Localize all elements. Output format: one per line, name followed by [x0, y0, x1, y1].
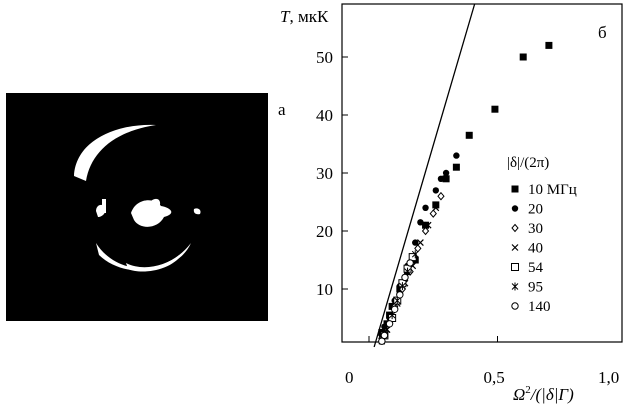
- data-point: [412, 239, 419, 246]
- data-point: [396, 291, 404, 299]
- legend-entry: 140: [528, 299, 551, 315]
- atom-cloud-shapes: [74, 124, 201, 272]
- data-point: [411, 250, 419, 259]
- series-6: [378, 259, 414, 345]
- data-point: [442, 175, 450, 183]
- x-axis-superscript: 2: [525, 384, 531, 396]
- data-point: [388, 311, 396, 320]
- data-point: [401, 273, 409, 282]
- data-point: [399, 282, 406, 291]
- y-tick-label: 40: [316, 106, 333, 125]
- x-axis-rest: /(|δ|Γ): [530, 385, 574, 404]
- data-point: [491, 105, 499, 113]
- data-point: [422, 221, 430, 229]
- data-point: [416, 239, 424, 247]
- data-point: [453, 152, 460, 159]
- data-point: [519, 53, 527, 61]
- x-tick-label: 1,0: [598, 368, 619, 387]
- legend-entry: 54: [528, 260, 544, 276]
- legend-marker: [511, 223, 519, 233]
- legend-marker: [511, 263, 519, 271]
- legend-marker: [511, 302, 519, 310]
- legend-marker: [511, 185, 519, 193]
- legend-entry: 95: [528, 280, 543, 296]
- data-point: [424, 221, 432, 229]
- y-tick-label: 10: [316, 280, 333, 299]
- data-point: [437, 191, 445, 201]
- data-point: [422, 204, 429, 211]
- data-point: [432, 201, 440, 209]
- y-axis-title: T, мкК: [280, 7, 329, 26]
- data-point: [437, 175, 445, 182]
- x-axis-title: Ω2/(|δ|Γ): [513, 384, 574, 404]
- x-ticks: 0 0,5 1,0: [345, 336, 619, 387]
- data-points: [378, 41, 553, 345]
- y-axis-symbol: T: [280, 7, 291, 26]
- data-point: [452, 163, 460, 171]
- data-point: [417, 219, 424, 226]
- y-tick-label: 50: [316, 48, 333, 67]
- legend-entry: 10 МГц: [528, 182, 577, 198]
- data-point: [391, 305, 399, 313]
- data-point: [432, 187, 440, 194]
- legend-entry: 20: [528, 202, 543, 218]
- data-point: [442, 169, 450, 177]
- data-point: [404, 267, 411, 276]
- y-tick-label: 20: [316, 222, 333, 241]
- legend-entry: 40: [528, 241, 543, 257]
- y-axis-unit: , мкК: [289, 7, 329, 26]
- data-point: [393, 296, 401, 305]
- data-point: [406, 259, 414, 267]
- fit-line-layer: [373, 3, 476, 348]
- plot-frame: [341, 3, 623, 343]
- data-point: [421, 226, 430, 236]
- data-point: [429, 209, 437, 218]
- x-axis-symbol: Ω: [513, 385, 525, 404]
- data-point: [383, 325, 391, 334]
- x-tick-label: 0,5: [484, 368, 505, 387]
- fit-line: [373, 3, 476, 348]
- series-0: [378, 41, 553, 336]
- data-point: [465, 131, 473, 139]
- data-point: [380, 331, 389, 340]
- legend-title: |δ|/(2π): [507, 155, 549, 171]
- y-ticks: 10 20 30 40 50: [316, 48, 348, 299]
- y-tick-label: 30: [316, 164, 333, 183]
- legend-marker: [511, 244, 519, 251]
- x-tick-label: 0: [345, 368, 354, 387]
- panel-a-label: а: [278, 100, 286, 119]
- legend-marker: [511, 282, 519, 291]
- legend-entry: 30: [528, 221, 543, 237]
- atom-cloud-image: [6, 93, 268, 321]
- legend: 10 МГц 20 30 40 54 95 140: [511, 182, 577, 315]
- data-point: [545, 41, 553, 49]
- data-point: [385, 320, 394, 328]
- legend-marker: [511, 205, 519, 212]
- data-point: [432, 204, 440, 212]
- panel-b-label: б: [598, 23, 607, 42]
